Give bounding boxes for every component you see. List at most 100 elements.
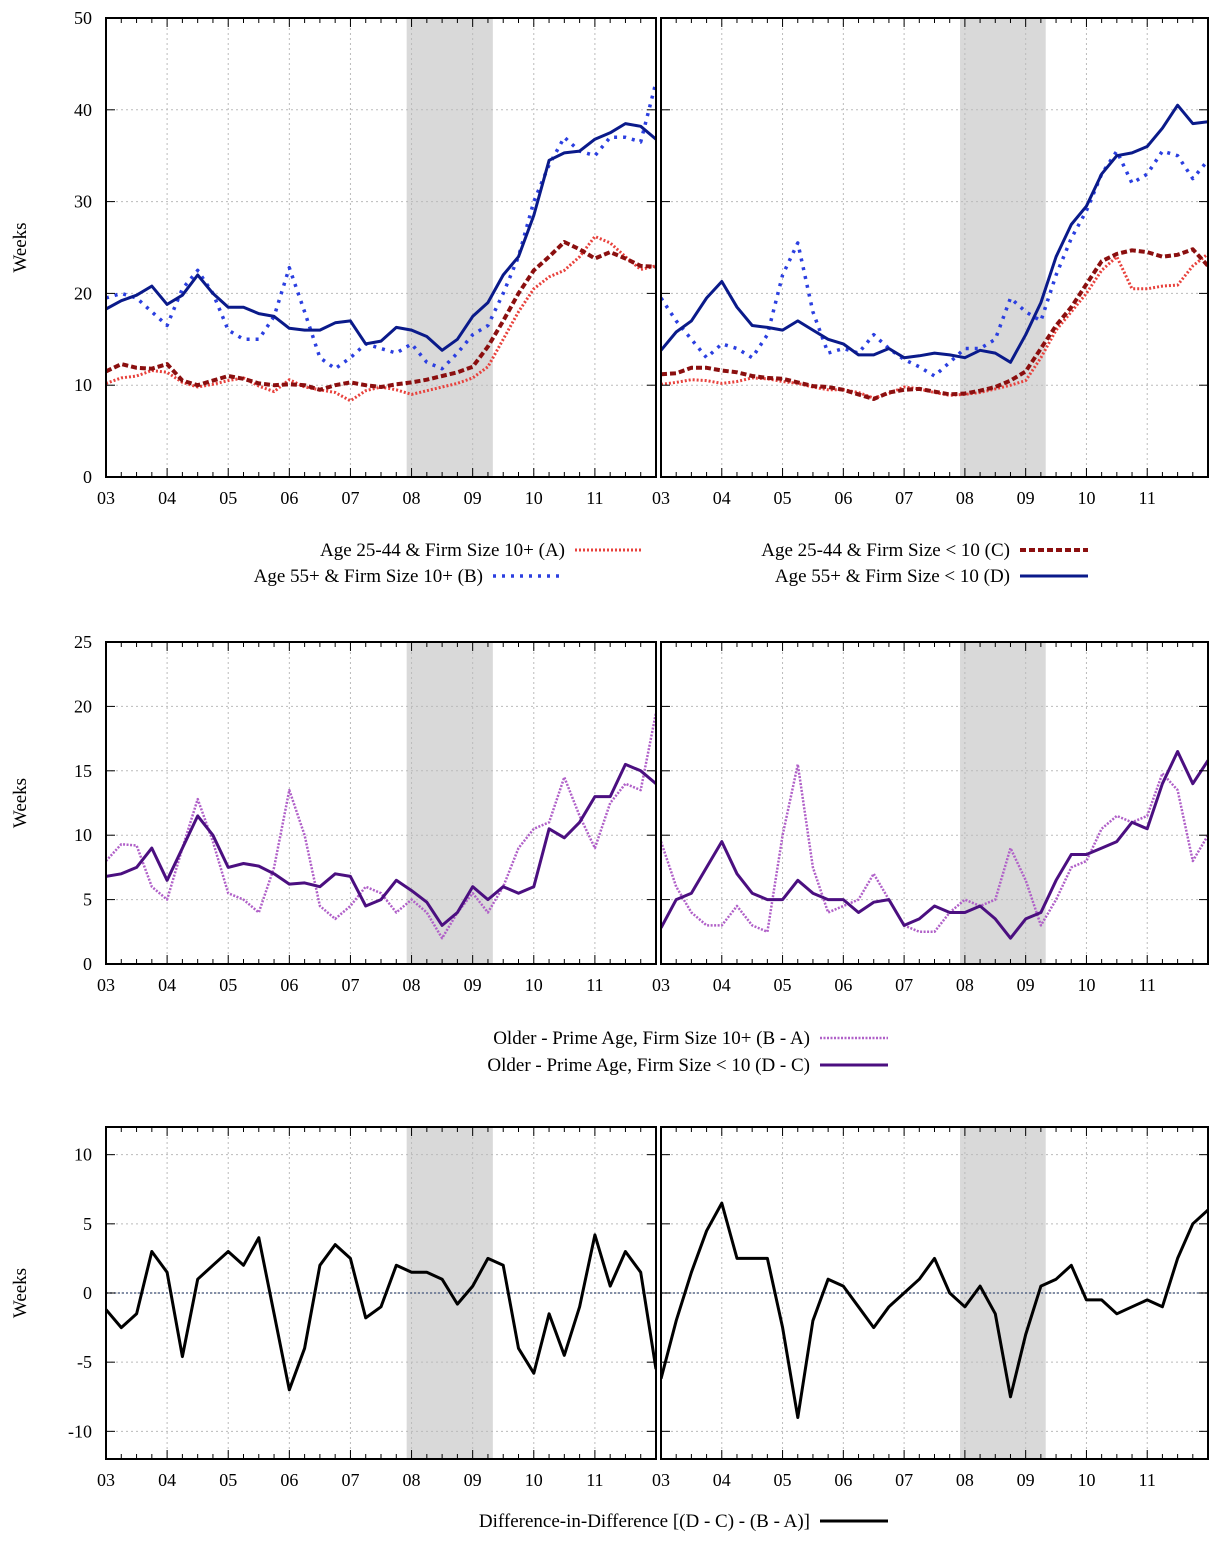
y-tick-label: 10 [74, 825, 92, 845]
legend-item-D: Age 55+ & Firm Size < 10 (D) [775, 566, 1088, 587]
x-tick-label: 09 [1017, 975, 1035, 995]
x-tick-label: 09 [464, 1470, 482, 1490]
y-tick-label: 0 [83, 1283, 92, 1303]
x-tick-label: 06 [834, 1470, 852, 1490]
x-tick-label: 08 [403, 488, 421, 508]
y-tick-label: 20 [74, 283, 92, 303]
y-tick-label: 20 [74, 696, 92, 716]
x-tick-label: 05 [219, 975, 237, 995]
legend-label: Age 55+ & Firm Size 10+ (B) [254, 566, 483, 587]
x-tick-label: 04 [713, 1470, 731, 1490]
x-tick-label: 04 [713, 488, 731, 508]
x-tick-label: 04 [713, 975, 731, 995]
y-tick-label: 25 [74, 632, 92, 652]
x-tick-label: 05 [774, 488, 792, 508]
x-tick-label: 06 [280, 975, 298, 995]
legend-label: Older - Prime Age, Firm Size 10+ (B - A) [493, 1028, 810, 1049]
recession-band [406, 18, 493, 477]
x-tick-label: 11 [1139, 975, 1156, 995]
panel-frame [105, 641, 657, 965]
x-tick-label: 11 [586, 975, 603, 995]
x-tick-label: 09 [1017, 1470, 1035, 1490]
legend-label: Older - Prime Age, Firm Size < 10 (D - C… [487, 1055, 810, 1076]
panel-1-right: 03 04 05 06 07 08 09 10 11 [652, 17, 1209, 508]
x-tick-label: 10 [525, 1470, 543, 1490]
legend-item-DD: Difference-in-Difference [(D - C) - (B -… [479, 1511, 888, 1532]
y-axis-label: Weeks [10, 222, 31, 272]
recession-band [960, 642, 1046, 964]
series-line-D [661, 103, 1208, 364]
x-tick-label: 10 [525, 975, 543, 995]
legend-label: Age 55+ & Firm Size < 10 (D) [775, 566, 1010, 587]
x-tick-label: 03 [652, 975, 670, 995]
series-line-B [661, 149, 1208, 378]
x-tick-label: 05 [774, 1470, 792, 1490]
y-tick-label: 40 [74, 100, 92, 120]
panel-1-left: 03 04 05 06 07 08 09 10 11 [97, 17, 657, 508]
y-tick-label: -10 [68, 1421, 92, 1441]
series-line-A [661, 252, 1208, 400]
x-tick-label: 09 [1017, 488, 1035, 508]
x-tick-label: 07 [341, 488, 359, 508]
recession-band [406, 642, 493, 964]
x-tick-label: 06 [834, 975, 852, 995]
legend-label: Difference-in-Difference [(D - C) - (B -… [479, 1511, 810, 1532]
recession-band [960, 18, 1046, 477]
x-tick-label: 08 [403, 1470, 421, 1490]
x-tick-label: 08 [956, 488, 974, 508]
series-line-C [661, 247, 1208, 401]
x-tick-label: 06 [834, 488, 852, 508]
y-tick-label: 50 [74, 8, 92, 28]
series-line-B [106, 81, 656, 371]
y-tick-label: 15 [74, 761, 92, 781]
series-line-DD [106, 1233, 656, 1392]
x-tick-label: 11 [1139, 1470, 1156, 1490]
x-tick-label: 05 [219, 488, 237, 508]
series-line-DD [661, 1201, 1208, 1419]
panel-2-left: 03 04 05 06 07 08 09 10 11 [97, 641, 657, 995]
x-tick-label: 07 [895, 488, 913, 508]
x-tick-label: 07 [341, 975, 359, 995]
legend-item-C: Age 25-44 & Firm Size < 10 (C) [761, 540, 1088, 561]
x-tick-label: 10 [1077, 975, 1095, 995]
x-tick-label: 03 [97, 975, 115, 995]
x-tick-label: 09 [464, 975, 482, 995]
panel-3-left: 03 04 05 06 07 08 09 10 11 [97, 1126, 657, 1490]
x-tick-label: 11 [586, 1470, 603, 1490]
series-line-D [106, 122, 656, 352]
series-line-BA [661, 763, 1208, 934]
series-line-C [106, 240, 656, 392]
panel-frame [660, 17, 1209, 478]
x-tick-label: 04 [158, 975, 176, 995]
legend-item-BA: Older - Prime Age, Firm Size 10+ (B - A) [493, 1028, 888, 1049]
x-tick-label: 09 [464, 488, 482, 508]
legend-item-DC: Older - Prime Age, Firm Size < 10 (D - C… [487, 1055, 888, 1076]
legend-item-A: Age 25-44 & Firm Size 10+ (A) [320, 540, 643, 561]
x-tick-label: 11 [1139, 488, 1156, 508]
y-tick-label: 0 [83, 954, 92, 974]
y-axis-label: Weeks [10, 1268, 31, 1318]
x-tick-label: 08 [956, 1470, 974, 1490]
legend-item-B: Age 55+ & Firm Size 10+ (B) [254, 566, 561, 587]
y-tick-label: 5 [83, 890, 92, 910]
x-tick-label: 08 [956, 975, 974, 995]
x-tick-label: 03 [97, 488, 115, 508]
x-tick-label: 06 [280, 488, 298, 508]
x-tick-label: 10 [525, 488, 543, 508]
x-tick-label: 07 [341, 1470, 359, 1490]
x-tick-label: 10 [1077, 488, 1095, 508]
y-tick-label: 0 [83, 467, 92, 487]
x-tick-label: 08 [403, 975, 421, 995]
y-tick-label: -5 [77, 1352, 92, 1372]
legend-label: Age 25-44 & Firm Size < 10 (C) [761, 540, 1010, 561]
x-tick-label: 03 [652, 488, 670, 508]
x-tick-label: 11 [586, 488, 603, 508]
panel-3-right: 03 04 05 06 07 08 09 10 11 [652, 1126, 1209, 1490]
series-line-DC [661, 750, 1208, 940]
x-tick-label: 07 [895, 975, 913, 995]
series-line-BA [106, 712, 656, 940]
x-tick-label: 10 [1077, 1470, 1095, 1490]
legend-label: Age 25-44 & Firm Size 10+ (A) [320, 540, 565, 561]
x-tick-label: 05 [219, 1470, 237, 1490]
x-tick-label: 04 [158, 1470, 176, 1490]
